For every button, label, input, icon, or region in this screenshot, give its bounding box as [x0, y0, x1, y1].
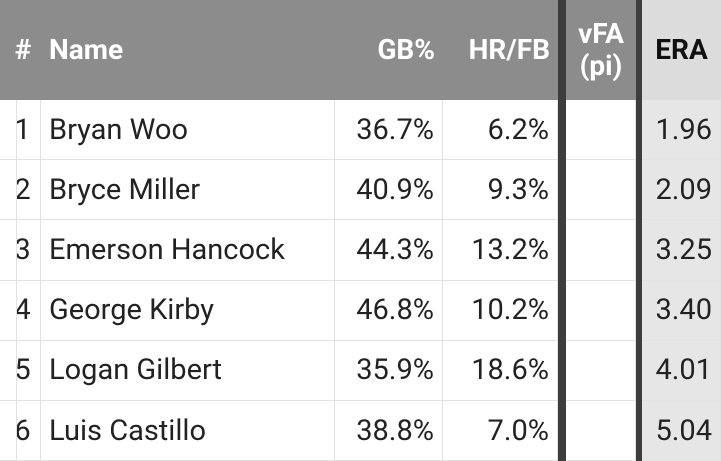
table-cell: 1.96: [642, 100, 721, 161]
table-cell: 6.2%: [443, 100, 558, 161]
table-cell: 4.01: [642, 340, 721, 401]
table-cell: 9.3%: [443, 160, 558, 221]
empty-cell: [566, 100, 636, 161]
table-cell: 3.40: [642, 280, 721, 341]
table-cell: 46.8%: [335, 280, 443, 341]
table-cell: Bryce Miller: [41, 160, 335, 221]
table-cell: 38.8%: [335, 401, 443, 461]
empty-cell: [566, 220, 636, 281]
empty-cell: [566, 160, 636, 221]
column-separator: [558, 0, 566, 461]
table-cell: 10.2%: [443, 280, 558, 341]
empty-cell: [566, 340, 636, 401]
column-header: HR/FB: [443, 0, 558, 100]
edge-cell: [0, 160, 17, 221]
empty-cell: [566, 280, 636, 341]
column-header: ERA: [642, 0, 721, 100]
table-cell: 35.9%: [335, 340, 443, 401]
table-cell: 5.04: [642, 401, 721, 461]
table-cell: 36.7%: [335, 100, 443, 161]
edge-cell: [0, 220, 17, 281]
column-separator: [636, 0, 642, 461]
table-cell: 13.2%: [443, 220, 558, 281]
table-cell: 7.0%: [443, 401, 558, 461]
table-cell: 44.3%: [335, 220, 443, 281]
table-cell: 3.25: [642, 220, 721, 281]
table-cell: 2.09: [642, 160, 721, 221]
column-header: Name: [41, 0, 335, 100]
empty-cell: [566, 401, 636, 461]
table-cell: Logan Gilbert: [41, 340, 335, 401]
column-header: vFA (pi): [566, 0, 636, 100]
table-cell: Luis Castillo: [41, 401, 335, 461]
table-cell: 18.6%: [443, 340, 558, 401]
table-cell: George Kirby: [41, 280, 335, 341]
edge-cell: [0, 340, 17, 401]
edge-cell: [0, 280, 17, 341]
cut-column: [0, 0, 5, 100]
edge-cell: [0, 401, 17, 461]
table-cell: Emerson Hancock: [41, 220, 335, 281]
column-header: #: [5, 0, 41, 100]
column-header: GB%: [335, 0, 443, 100]
table-cell: Bryan Woo: [41, 100, 335, 161]
edge-cell: [0, 100, 17, 161]
table-cell: 40.9%: [335, 160, 443, 221]
